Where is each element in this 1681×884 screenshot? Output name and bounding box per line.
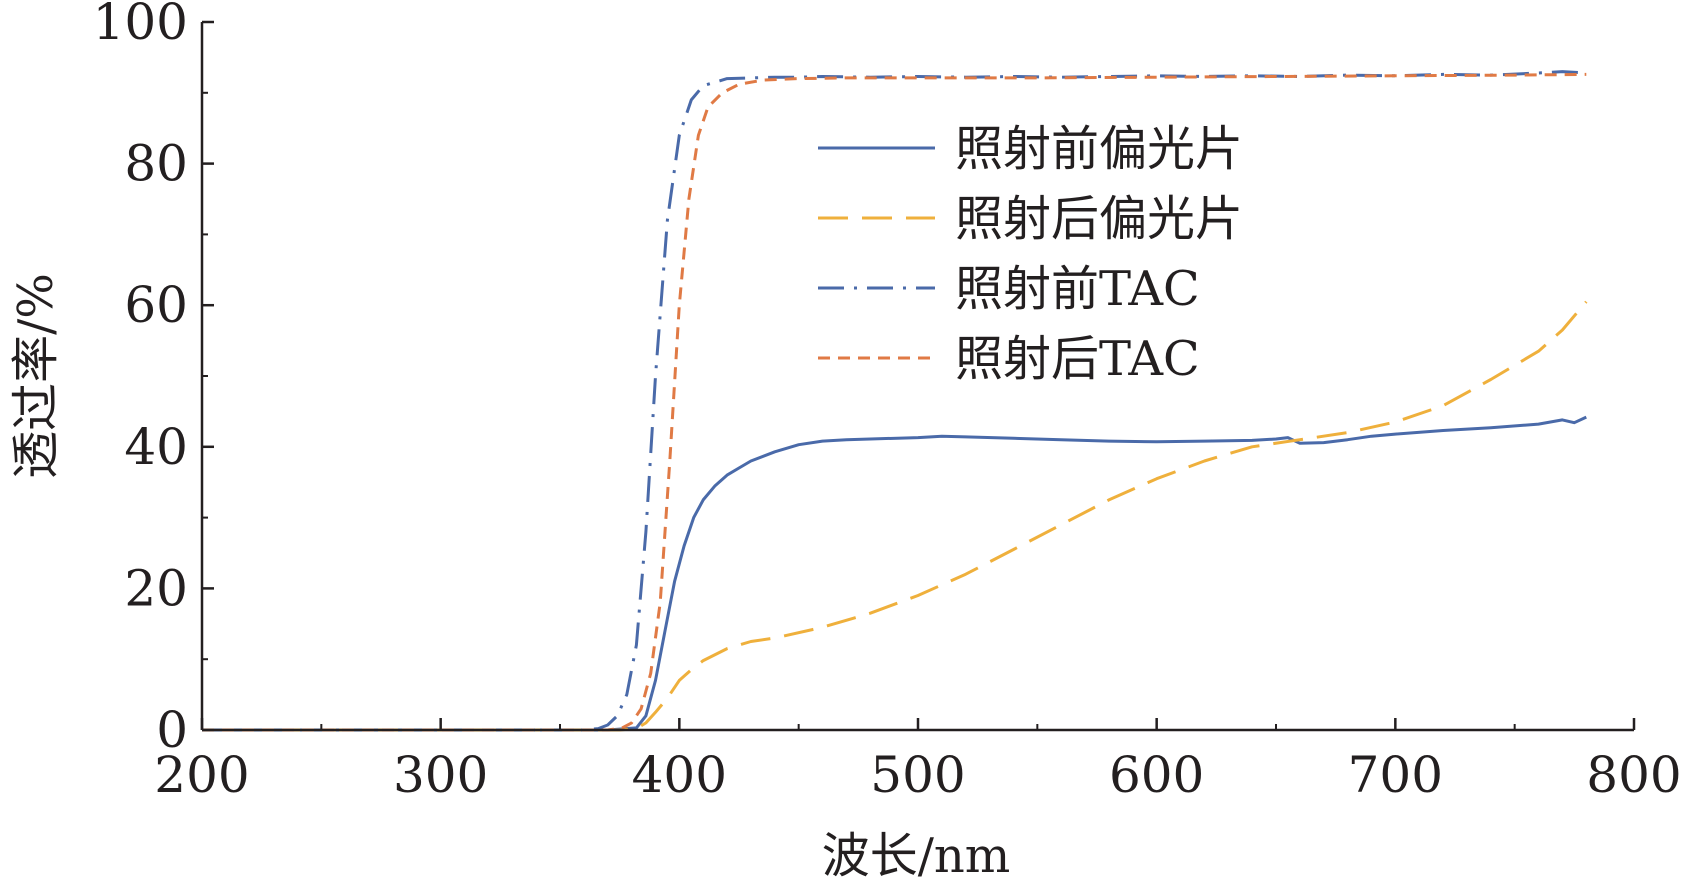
x-tick-label-300: 300 bbox=[393, 746, 488, 804]
y-axis: 0 20 40 60 80 100 bbox=[93, 0, 214, 759]
x-tick-label-500: 500 bbox=[870, 746, 965, 804]
legend-label-4: 照射后TAC bbox=[955, 331, 1200, 387]
x-axis: 200 300 400 500 600 700 800 bbox=[154, 718, 1681, 804]
series-line-1 bbox=[202, 415, 1587, 732]
legend-label-3: 照射前TAC bbox=[955, 261, 1200, 317]
x-tick-label-400: 400 bbox=[632, 746, 727, 804]
series-line-4 bbox=[202, 72, 1587, 732]
legend-label-2: 照射后偏光片 bbox=[955, 191, 1243, 247]
x-tick-label-200: 200 bbox=[154, 746, 249, 804]
y-tick-label-80: 80 bbox=[124, 135, 188, 193]
legend-label-1: 照射前偏光片 bbox=[955, 121, 1243, 177]
y-tick-label-100: 100 bbox=[93, 0, 188, 51]
y-tick-label-60: 60 bbox=[124, 276, 188, 334]
y-tick-label-40: 40 bbox=[124, 418, 188, 476]
x-axis-title: 波长/nm bbox=[822, 828, 1011, 884]
plot-series-layer bbox=[202, 70, 1588, 732]
series-line-3 bbox=[202, 70, 1587, 732]
y-tick-label-0: 0 bbox=[156, 701, 188, 759]
x-tick-label-800: 800 bbox=[1586, 746, 1681, 804]
series-line-2 bbox=[202, 300, 1588, 732]
y-tick-label-20: 20 bbox=[124, 559, 188, 617]
x-tick-label-600: 600 bbox=[1109, 746, 1204, 804]
y-axis-title: 透过率/% bbox=[8, 273, 64, 479]
x-tick-label-700: 700 bbox=[1348, 746, 1443, 804]
